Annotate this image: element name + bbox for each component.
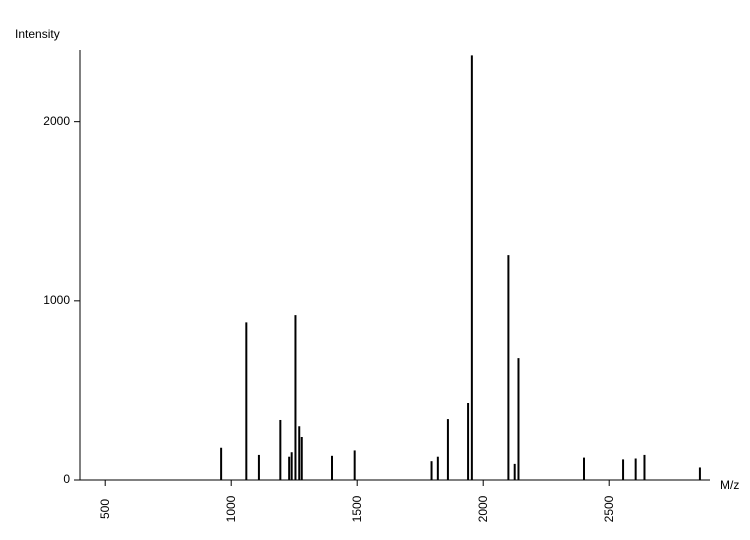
y-tick-label: 1000 — [30, 293, 70, 307]
y-tick-label: 2000 — [30, 114, 70, 128]
chart-svg — [0, 0, 750, 540]
x-tick-label: 1500 — [350, 489, 364, 529]
x-tick-label: 2000 — [476, 489, 490, 529]
x-tick-label: 2500 — [602, 489, 616, 529]
mass-spectrum-chart: Intensity M/z 0 1000 2000 500 1000 1500 2000 2… — [0, 0, 750, 540]
ticks — [74, 122, 609, 486]
y-axis-label: Intensity — [15, 27, 60, 41]
peaks — [221, 55, 700, 480]
x-axis-label: M/z — [720, 478, 739, 492]
x-tick-label: 1000 — [224, 489, 238, 529]
y-tick-label: 0 — [30, 472, 70, 486]
axes — [80, 50, 710, 480]
x-tick-label: 500 — [98, 489, 112, 529]
